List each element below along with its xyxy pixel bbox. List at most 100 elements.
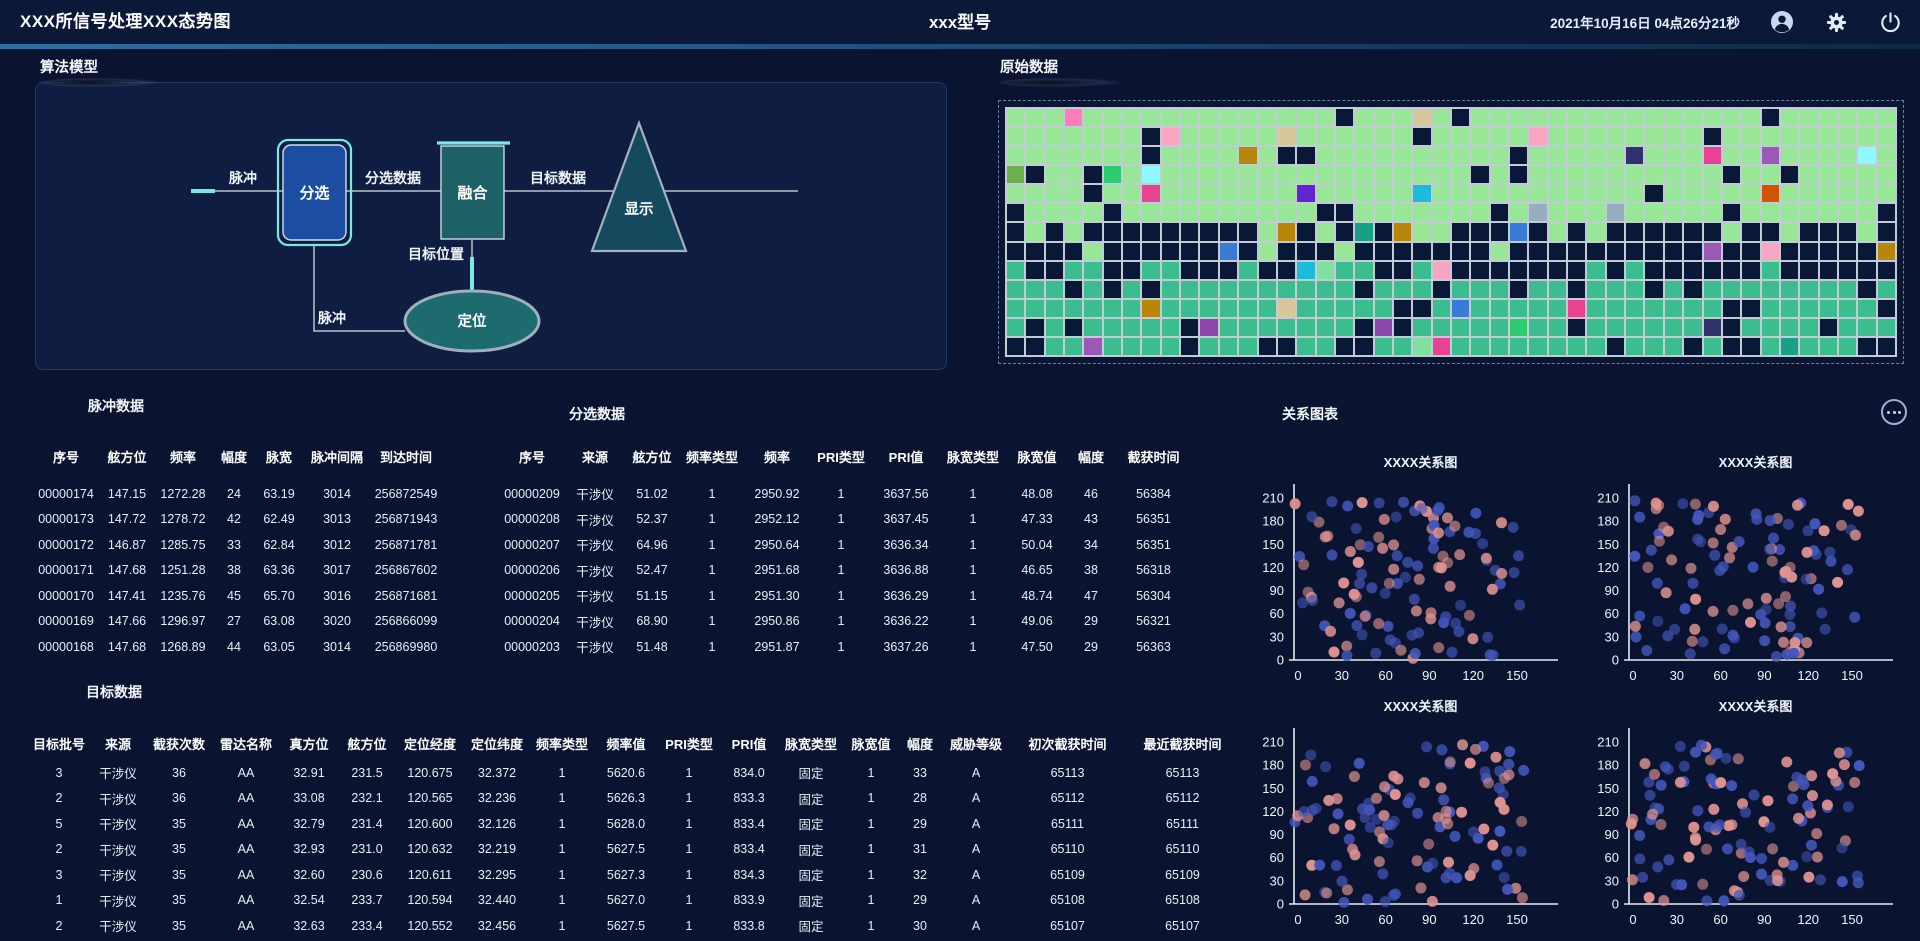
grid-cell bbox=[1316, 166, 1334, 184]
table-cell: 1 bbox=[55, 893, 63, 908]
scatter-point bbox=[1789, 637, 1801, 649]
raw-data-panel bbox=[998, 100, 1904, 364]
table-cell: A bbox=[971, 765, 981, 780]
grid-cell bbox=[1374, 318, 1392, 336]
datetime-label: 2021年10月16日 04点26分21秒 bbox=[1550, 16, 1740, 31]
node-sort-label: 分选 bbox=[299, 184, 329, 202]
more-button[interactable] bbox=[1881, 399, 1907, 425]
grid-cell bbox=[1703, 128, 1721, 146]
grid-cell bbox=[1877, 128, 1895, 146]
edge-label-target-position: 目标位置 bbox=[408, 246, 464, 262]
table-cell: 干涉仪 bbox=[576, 615, 614, 630]
x-tick-label: 150 bbox=[1506, 668, 1528, 683]
scatter-point bbox=[1402, 556, 1414, 568]
node-fuse[interactable] bbox=[440, 145, 505, 240]
grid-cell bbox=[1877, 261, 1895, 279]
node-display[interactable] bbox=[590, 119, 688, 253]
grid-cell bbox=[1645, 223, 1663, 241]
node-sort[interactable] bbox=[282, 144, 347, 241]
table-cell: 1 bbox=[685, 842, 693, 857]
scatter-point bbox=[1454, 549, 1466, 561]
table-cell: 120.594 bbox=[407, 893, 453, 908]
column-header: 脉宽 bbox=[265, 449, 292, 465]
scatter-point bbox=[1744, 852, 1756, 863]
grid-cell bbox=[1587, 261, 1605, 279]
table-cell: 35 bbox=[172, 842, 186, 857]
grid-cell bbox=[1181, 280, 1199, 298]
table-cell: 146.87 bbox=[107, 537, 147, 552]
user-icon[interactable] bbox=[1770, 10, 1794, 34]
scatter-point bbox=[1811, 851, 1823, 863]
grid-cell bbox=[1355, 185, 1373, 203]
chart-title: XXXX关系图 bbox=[1383, 455, 1458, 470]
table-cell: 56321 bbox=[1136, 614, 1171, 629]
grid-cell bbox=[1510, 242, 1528, 260]
scatter-point bbox=[1347, 843, 1359, 855]
table-cell: 46.65 bbox=[1021, 563, 1053, 578]
grid-cell bbox=[1084, 280, 1102, 298]
y-tick-label: 210 bbox=[1262, 491, 1284, 506]
grid-cell bbox=[1548, 223, 1567, 241]
grid-cell bbox=[1742, 242, 1760, 260]
grid-cell bbox=[1161, 128, 1180, 146]
scatter-point bbox=[1807, 790, 1818, 802]
scatter-point bbox=[1344, 819, 1356, 831]
table-row: 00000174 147.15 1272.28 24 63.19 3014 25687254… bbox=[30, 481, 442, 507]
grid-cell bbox=[1819, 242, 1837, 260]
table-cell: 1 bbox=[708, 588, 716, 603]
grid-cell bbox=[1529, 166, 1547, 184]
scatter-point bbox=[1373, 531, 1385, 543]
node-locate[interactable] bbox=[403, 289, 541, 353]
scatter-point bbox=[1689, 832, 1701, 844]
grid-cell bbox=[1722, 261, 1741, 279]
table-cell: 42 bbox=[227, 512, 241, 527]
settings-icon[interactable] bbox=[1824, 10, 1848, 34]
grid-cell bbox=[1684, 166, 1702, 184]
scatter-point bbox=[1344, 607, 1356, 619]
scatter-point bbox=[1792, 499, 1803, 511]
grid-cell bbox=[1548, 109, 1567, 127]
table-cell: 52.47 bbox=[636, 563, 668, 578]
grid-cell bbox=[1568, 223, 1586, 241]
grid-cell bbox=[1780, 223, 1799, 241]
y-tick-label: 180 bbox=[1597, 758, 1619, 773]
scatter-point bbox=[1791, 771, 1803, 783]
table-cell: 32.126 bbox=[477, 816, 517, 831]
scatter-point bbox=[1707, 537, 1719, 549]
scatter-point bbox=[1377, 868, 1389, 880]
grid-cell bbox=[1451, 223, 1470, 241]
x-tick-label: 60 bbox=[1378, 912, 1392, 927]
table-cell: 147.68 bbox=[107, 639, 147, 654]
table-cell: 00000171 bbox=[38, 563, 94, 578]
grid-cell bbox=[1007, 299, 1025, 317]
grid-cell bbox=[1722, 166, 1741, 184]
grid-cell bbox=[1123, 128, 1141, 146]
table-cell: 56384 bbox=[1136, 486, 1171, 501]
table-cell: 120.565 bbox=[407, 791, 453, 806]
table-cell: 120.552 bbox=[407, 918, 453, 933]
table-cell: 36 bbox=[172, 765, 186, 780]
table-cell: 1 bbox=[867, 842, 875, 857]
power-icon[interactable] bbox=[1878, 10, 1902, 34]
scatter-point bbox=[1626, 874, 1638, 886]
table-row: 2 干涉仪 35 AA 32.93 231.0 120.632 32.219 1 5627.5 1 8… bbox=[28, 837, 1240, 863]
scatter-point bbox=[1486, 583, 1498, 595]
scatter-point bbox=[1496, 517, 1507, 529]
table-cell: 62.84 bbox=[263, 537, 295, 552]
grid-cell bbox=[1200, 242, 1218, 260]
grid-cell bbox=[1877, 299, 1895, 317]
scatter-point bbox=[1760, 603, 1772, 615]
table-row: 00000172 146.87 1285.75 33 62.84 3012 25687178… bbox=[30, 532, 442, 558]
grid-cell bbox=[1664, 299, 1683, 317]
table-cell: 5627.0 bbox=[606, 893, 646, 908]
scatter-point bbox=[1838, 759, 1850, 771]
grid-cell bbox=[1161, 185, 1180, 203]
table-cell: 24 bbox=[227, 486, 241, 501]
table-cell: 120.611 bbox=[407, 867, 453, 882]
scatter-point bbox=[1444, 580, 1456, 592]
table-cell: 120.632 bbox=[407, 842, 453, 857]
grid-cell bbox=[1568, 204, 1586, 222]
table-cell: 1 bbox=[837, 588, 845, 603]
scatter-point bbox=[1677, 498, 1689, 510]
grid-cell bbox=[1258, 223, 1276, 241]
